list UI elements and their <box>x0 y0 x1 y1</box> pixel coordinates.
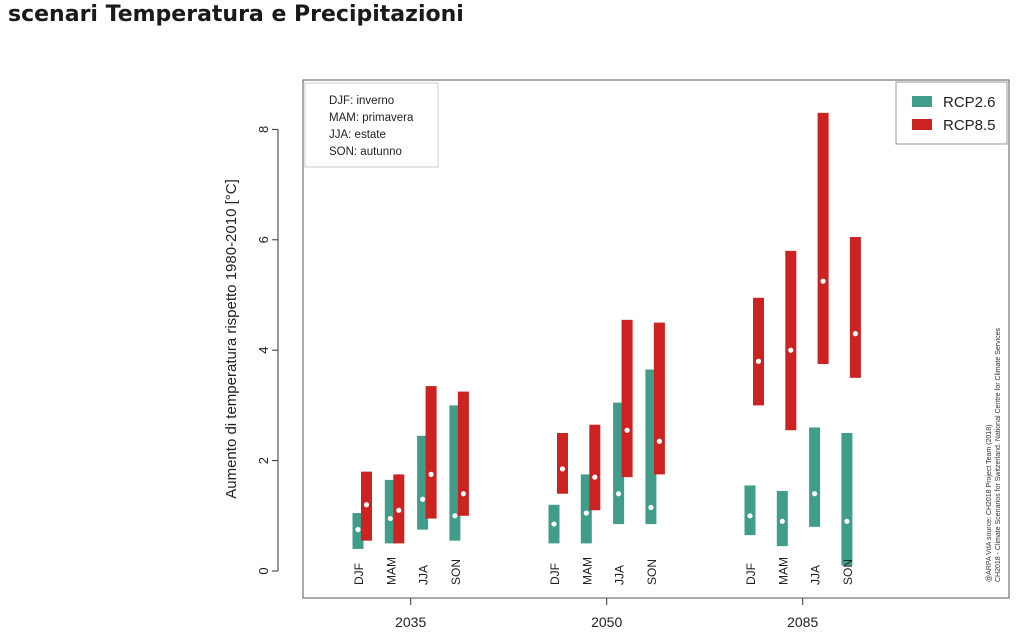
median-dot <box>387 515 393 522</box>
season-note-box: DJF: inverno MAM: primavera JJA: estate … <box>304 82 439 168</box>
season-label: MAM <box>776 557 790 585</box>
season-label: JJA <box>809 565 823 585</box>
plot-area-frame <box>302 79 1010 599</box>
range-bar <box>753 297 764 406</box>
legend-box <box>895 81 1008 145</box>
range-bar <box>557 433 568 494</box>
range-bar <box>809 427 821 527</box>
season-label: SON <box>841 559 855 585</box>
median-dot <box>820 278 826 284</box>
median-dot <box>616 491 622 497</box>
range-bar <box>384 479 396 544</box>
range-bar <box>621 319 633 478</box>
range-bar <box>580 474 592 544</box>
season-note-mam: MAM: primavera <box>329 112 414 124</box>
season-label: MAM <box>384 557 398 585</box>
median-dot <box>624 427 630 433</box>
season-label: DJF <box>352 563 366 585</box>
y-tick-label: 8 <box>256 126 271 133</box>
season-label: JJA <box>417 565 431 585</box>
median-dot <box>648 504 654 511</box>
median-dot <box>396 507 402 513</box>
median-dot <box>788 347 794 353</box>
source-annotation-2: CH2018 - Climate Scenarios for Switzerla… <box>995 327 1002 582</box>
x-group-label: 2085 <box>787 614 818 630</box>
median-dot <box>559 466 566 472</box>
legend-swatch-rcp85 <box>912 119 932 130</box>
y-tick-label: 2 <box>256 457 271 464</box>
range-bar <box>849 237 861 378</box>
season-label: JJA <box>613 565 627 585</box>
legend-label-rcp26: RCP2.6 <box>943 94 996 111</box>
season-note-jja: JJA: estate <box>329 129 386 141</box>
median-dot <box>812 491 818 497</box>
source-annotation-1: @ARPA VdA source: CH2018 Project Team (2… <box>986 425 993 582</box>
median-dot <box>355 527 361 533</box>
range-bar <box>613 402 625 525</box>
x-axis: 2035 2050 2085 <box>395 598 818 630</box>
median-dot <box>420 496 426 502</box>
y-axis-label: Aumento di temperatura rispetto 1980-201… <box>223 179 240 499</box>
range-bar <box>785 250 797 431</box>
season-label: DJF <box>744 563 758 585</box>
range-bar <box>425 386 437 519</box>
range-bar <box>841 433 853 566</box>
range-bars <box>352 112 861 566</box>
season-note-son: SON: autunno <box>329 146 402 158</box>
season-label: SON <box>645 559 659 585</box>
y-tick-label: 4 <box>256 347 271 354</box>
range-bar <box>744 485 756 536</box>
x-group-label: 2050 <box>591 614 622 630</box>
legend-swatch-rcp26 <box>912 96 932 107</box>
legend: RCP2.6 RCP8.5 <box>895 81 1008 145</box>
median-dot <box>852 331 859 337</box>
median-dot <box>452 513 458 519</box>
median-dot <box>755 358 762 364</box>
range-bar <box>417 435 429 530</box>
range-bar <box>449 405 461 541</box>
range-bar <box>589 424 601 511</box>
range-bar <box>776 490 788 547</box>
legend-label-rcp85: RCP8.5 <box>943 117 996 134</box>
season-label: DJF <box>548 563 562 585</box>
season-labels: DJF MAM JJA SON DJF MAM JJA SON DJF MAM JJA SON <box>352 557 855 585</box>
median-dot <box>363 502 370 508</box>
season-label: SON <box>449 559 463 585</box>
median-dot <box>656 438 663 444</box>
median-dot <box>779 518 785 524</box>
range-bar <box>653 322 665 475</box>
median-dot <box>592 474 598 480</box>
page-title: scenari Temperatura e Precipitazioni <box>8 2 464 27</box>
y-tick-label: 0 <box>256 567 271 574</box>
season-label: MAM <box>580 557 594 585</box>
median-dot <box>844 518 850 524</box>
range-bar <box>645 369 657 525</box>
median-dot <box>551 521 557 527</box>
median-dot <box>460 491 466 497</box>
x-group-label: 2035 <box>395 614 426 630</box>
median-dot <box>428 471 434 477</box>
season-note-djf: DJF: inverno <box>329 95 394 107</box>
y-axis: 0 2 4 6 8 <box>256 126 279 575</box>
range-bar <box>457 391 469 516</box>
median-dot <box>747 513 753 519</box>
range-bar <box>817 112 829 364</box>
y-tick-label: 6 <box>256 236 271 243</box>
median-dot <box>583 510 589 516</box>
